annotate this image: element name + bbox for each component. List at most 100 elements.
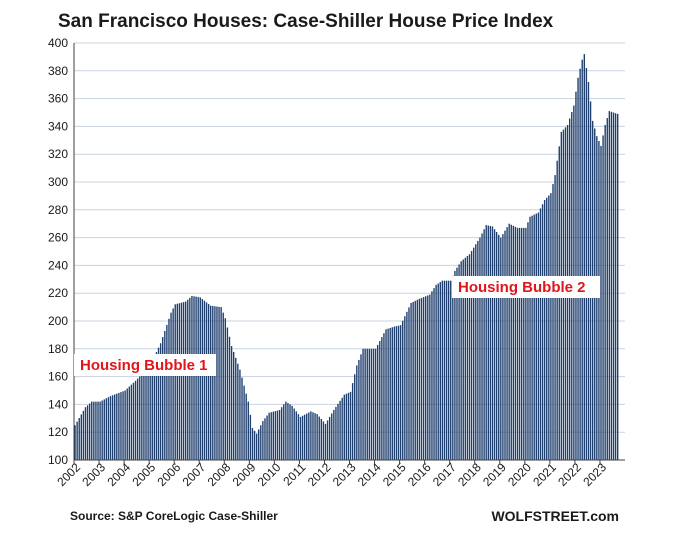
bar: [410, 302, 412, 460]
bar: [508, 223, 510, 460]
bar: [303, 414, 306, 460]
bar: [581, 59, 583, 461]
bar: [297, 414, 300, 460]
bar: [437, 283, 439, 460]
bar: [268, 412, 270, 460]
bar: [333, 409, 335, 460]
bar: [172, 308, 174, 460]
bar: [247, 401, 249, 460]
bar: [391, 327, 393, 460]
bar: [351, 383, 354, 460]
bar: [552, 184, 554, 460]
bar: [266, 415, 268, 460]
bar: [322, 421, 325, 460]
bar: [170, 312, 172, 460]
bar: [489, 226, 492, 460]
bar: [287, 403, 289, 460]
y-tick-label: 200: [48, 314, 68, 328]
x-tick-label: 2007: [180, 460, 209, 489]
bar: [143, 372, 145, 460]
bar: [462, 259, 464, 460]
bar: [147, 367, 149, 460]
bar: [558, 146, 560, 460]
bar: [362, 348, 364, 460]
bar: [109, 396, 112, 460]
x-axis: 2002200320042005200620072008200920102011…: [54, 459, 625, 489]
bar: [441, 280, 444, 460]
bar: [529, 216, 531, 460]
bar: [270, 412, 272, 460]
bar: [500, 237, 502, 460]
x-tick-label: 2006: [155, 460, 184, 489]
x-tick-label: 2005: [129, 460, 158, 489]
bar: [376, 344, 379, 460]
bar: [176, 303, 179, 460]
bar: [460, 261, 462, 460]
y-tick-label: 240: [48, 258, 68, 272]
bar: [114, 394, 116, 460]
bar: [585, 68, 588, 461]
bar: [523, 227, 525, 460]
x-tick-label: 2015: [380, 460, 409, 489]
bar: [577, 77, 579, 460]
bar: [416, 299, 419, 460]
bar: [164, 331, 166, 460]
y-tick-label: 260: [48, 231, 68, 245]
bar: [280, 407, 283, 460]
bar: [477, 240, 479, 460]
bar: [617, 113, 619, 460]
bar: [383, 333, 385, 460]
bar: [443, 280, 446, 460]
bar: [324, 423, 327, 460]
bar: [241, 377, 243, 460]
bar: [596, 136, 598, 460]
bar: [249, 414, 252, 460]
bar: [356, 365, 358, 460]
y-tick-label: 380: [48, 64, 68, 78]
bar: [272, 411, 275, 460]
bar: [431, 291, 433, 460]
bar: [262, 421, 264, 460]
bar: [518, 227, 521, 460]
bar: [105, 398, 108, 460]
y-tick-label: 320: [48, 147, 68, 161]
bar: [495, 232, 498, 460]
bar: [157, 347, 160, 460]
bar: [212, 305, 214, 460]
bar: [201, 299, 204, 460]
x-tick-label: 2008: [205, 460, 234, 489]
bar: [308, 412, 310, 460]
bar: [466, 256, 469, 460]
bar: [91, 401, 93, 460]
bar: [450, 280, 452, 460]
bar: [180, 302, 183, 460]
y-tick-label: 400: [48, 36, 68, 50]
bar: [406, 311, 408, 460]
bar: [299, 416, 302, 460]
bar: [402, 320, 404, 460]
bar: [111, 395, 114, 460]
bar: [136, 378, 139, 460]
bar: [191, 295, 193, 460]
bar: [230, 346, 233, 460]
bar: [178, 303, 181, 460]
bar: [389, 327, 391, 460]
bar: [278, 409, 281, 460]
y-tick-label: 140: [48, 397, 68, 411]
x-tick-label: 2014: [355, 460, 384, 489]
bar: [235, 357, 237, 460]
bar: [341, 397, 343, 460]
bar: [130, 384, 133, 460]
bar: [548, 195, 550, 460]
bar: [182, 302, 185, 460]
y-tick-label: 280: [48, 203, 68, 217]
bar: [458, 264, 460, 460]
bar: [349, 391, 352, 460]
bar: [99, 401, 101, 460]
y-tick-label: 180: [48, 342, 68, 356]
bar: [414, 300, 416, 460]
y-tick-label: 360: [48, 92, 68, 106]
bar: [218, 306, 220, 460]
annotation-bubble-2: Housing Bubble 2: [452, 276, 600, 298]
bar: [493, 229, 496, 460]
